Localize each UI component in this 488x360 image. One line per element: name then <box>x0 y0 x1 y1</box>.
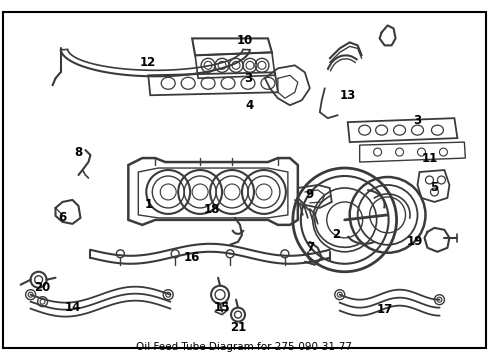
Text: 2: 2 <box>331 228 339 241</box>
Text: 4: 4 <box>245 99 254 112</box>
Text: 5: 5 <box>429 181 438 194</box>
Text: 9: 9 <box>305 188 313 202</box>
Text: 14: 14 <box>64 301 81 314</box>
Text: 15: 15 <box>213 301 230 314</box>
Text: 3: 3 <box>244 72 251 85</box>
Text: 16: 16 <box>183 251 200 264</box>
Text: 20: 20 <box>34 281 51 294</box>
Text: 1: 1 <box>144 198 152 211</box>
Text: 3: 3 <box>412 114 421 127</box>
Text: 11: 11 <box>421 152 437 165</box>
Text: 6: 6 <box>58 211 66 224</box>
Text: 8: 8 <box>74 145 82 158</box>
Text: 7: 7 <box>305 241 313 254</box>
Text: 19: 19 <box>406 235 422 248</box>
Text: 12: 12 <box>140 56 156 69</box>
Text: 18: 18 <box>203 203 220 216</box>
Text: 10: 10 <box>236 34 253 47</box>
Text: 13: 13 <box>339 89 355 102</box>
Text: Oil Feed Tube Diagram for 275-090-31-77: Oil Feed Tube Diagram for 275-090-31-77 <box>136 342 352 351</box>
Text: 17: 17 <box>376 303 392 316</box>
Text: 21: 21 <box>229 321 245 334</box>
